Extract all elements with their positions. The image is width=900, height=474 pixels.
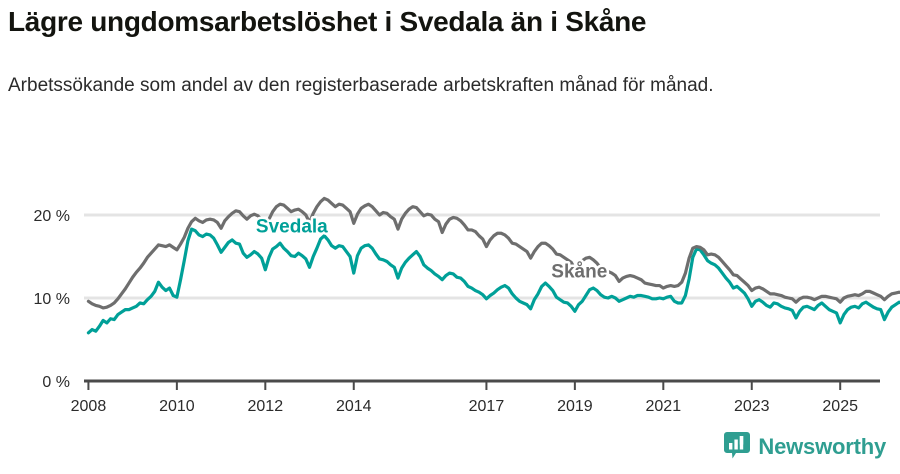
newsworthy-logo-icon [724,432,751,462]
x-tick-label: 2023 [734,398,770,415]
y-tick-label: 10 % [34,291,70,308]
series-label-svedala: Svedala [256,216,328,237]
series-line-skne [86,196,900,310]
x-tick-label: 2021 [646,398,682,415]
x-tick-label: 2008 [71,398,107,415]
page-title: Lägre ungdomsarbetslöshet i Svedala än i… [8,6,647,37]
page-subtitle: Arbetssökande som andel av den registerb… [8,75,714,96]
y-tick-label: 0 % [42,374,70,391]
newsworthy-wordmark: Newsworthy [758,434,886,459]
x-tick-label: 2012 [248,398,284,415]
newsworthy-logo: Newsworthy [724,430,886,464]
x-tick-label: 2025 [822,398,858,415]
gridlines [84,213,880,300]
x-tick-label: 2019 [557,398,593,415]
y-axis-labels: 0 % 10 % 20 % [34,208,70,391]
series-lines [86,196,900,335]
x-axis-labels: 2008 2010 2012 2014 2017 2019 2021 2023 2025 [71,398,858,415]
series-label-skne: Skåne [551,261,607,282]
y-tick-label: 20 % [34,208,70,225]
x-tick-label: 2017 [469,398,505,415]
x-tick-label: 2014 [336,398,372,415]
x-axis [84,379,880,390]
series-line-svedala [86,227,900,335]
chart-bubble-icon [724,432,751,459]
series-inline-labels: Svedala Skåne [253,214,609,285]
x-tick-label: 2010 [159,398,195,415]
